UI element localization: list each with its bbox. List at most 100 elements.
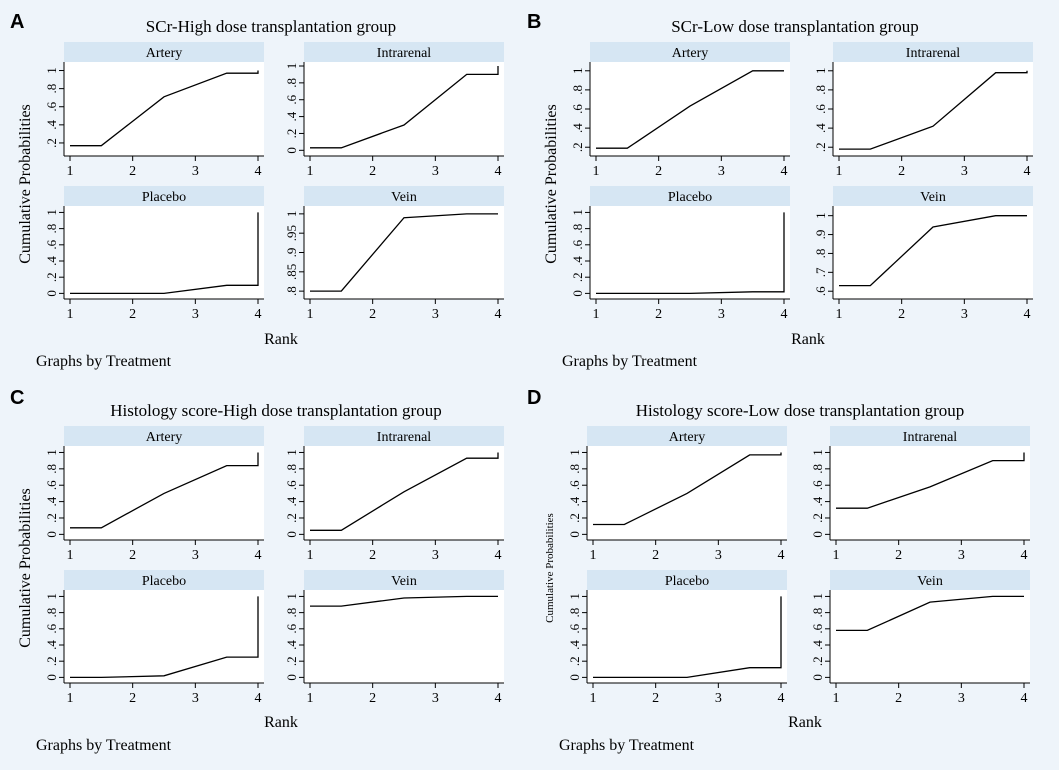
chart-title: Histology score-Low dose transplantation…: [636, 401, 965, 420]
series-line: [70, 452, 259, 529]
y-tick-label: .2: [567, 513, 582, 523]
y-tick-label: .4: [567, 496, 582, 506]
x-tick-label: 2: [369, 691, 376, 706]
x-tick-label: 1: [833, 548, 840, 563]
series-line: [593, 452, 782, 526]
subplot-title: Intrarenal: [377, 46, 432, 61]
series-line: [70, 212, 259, 295]
x-tick-label: 1: [67, 307, 74, 322]
y-tick-label: .4: [284, 111, 299, 121]
y-tick-label: .4: [44, 496, 59, 506]
series-line: [596, 70, 784, 149]
y-tick-label: .8: [567, 608, 582, 618]
plot-area: [64, 62, 264, 156]
y-tick-label: .6: [570, 104, 585, 114]
x-tick-label: 2: [898, 307, 905, 322]
series-line: [836, 595, 1024, 632]
subplot-strip: [64, 426, 264, 446]
subplot-title: Placebo: [668, 190, 712, 205]
y-tick-label: .2: [570, 142, 585, 152]
chart-title: Histology score-High dose transplantatio…: [110, 401, 441, 420]
y-tick-label: .2: [44, 513, 59, 523]
y-tick-label: .6: [44, 101, 59, 111]
y-tick-label: .6: [567, 480, 582, 490]
y-tick-label: .2: [284, 513, 299, 523]
subplot-strip: [833, 42, 1033, 62]
chart-title: SCr-High dose transplantation group: [146, 17, 396, 36]
x-tick-label: 4: [495, 164, 502, 179]
x-tick-label: 1: [836, 307, 843, 322]
x-tick-label: 1: [836, 164, 843, 179]
y-tick-label: 1: [813, 68, 828, 75]
x-tick-label: 2: [369, 307, 376, 322]
subplot-intrarenal: Intrarenal 1 2 3 4 0 .2 .4 .6 .8 1: [284, 42, 504, 179]
series-line: [839, 215, 1027, 287]
y-tick-label: .8: [813, 249, 828, 259]
y-axis-label: Cumulative Probabilities: [17, 488, 34, 648]
plot-area: [590, 62, 790, 156]
x-tick-label: 1: [307, 307, 314, 322]
y-tick-label: .4: [810, 496, 825, 506]
subplot-title: Vein: [917, 574, 943, 589]
y-tick-label: .95: [284, 225, 299, 241]
y-tick-label: .2: [810, 656, 825, 666]
subplot-strip: [304, 186, 504, 206]
y-tick-label: .2: [44, 138, 59, 148]
figure-letter: D: [527, 387, 541, 409]
subplot-strip: [64, 570, 264, 590]
y-tick-label: 1: [570, 68, 585, 75]
x-tick-label: 2: [655, 307, 662, 322]
x-axis-label: Rank: [791, 331, 825, 348]
chart-title: SCr-Low dose transplantation group: [671, 17, 919, 36]
x-tick-label: 3: [718, 307, 725, 322]
x-tick-label: 2: [129, 691, 136, 706]
series-line: [70, 70, 259, 147]
series-line: [70, 596, 259, 679]
plot-area: [590, 206, 790, 299]
y-tick-label: .8: [570, 224, 585, 234]
x-tick-label: 3: [432, 548, 439, 563]
x-tick-label: 2: [655, 164, 662, 179]
y-tick-label: .6: [44, 623, 59, 633]
subplot-strip: [587, 570, 787, 590]
y-tick-label: .8: [570, 85, 585, 95]
y-tick-label: .8: [44, 84, 59, 94]
y-tick-label: 0: [567, 674, 582, 681]
subplot-title: Vein: [920, 190, 946, 205]
plot-area: [587, 590, 787, 683]
subplot-strip: [830, 570, 1030, 590]
x-tick-label: 1: [67, 691, 74, 706]
y-tick-label: .4: [44, 119, 59, 129]
x-tick-label: 3: [958, 691, 965, 706]
subplot-strip: [587, 426, 787, 446]
y-tick-label: 0: [44, 290, 59, 297]
y-tick-label: 0: [567, 531, 582, 538]
y-tick-label: 1: [284, 593, 299, 600]
x-tick-label: 3: [715, 691, 722, 706]
y-tick-label: .6: [284, 623, 299, 633]
y-tick-label: 0: [284, 531, 299, 538]
y-tick-label: .4: [284, 640, 299, 650]
y-tick-label: .7: [813, 267, 828, 277]
subplot-title: Placebo: [142, 574, 186, 589]
y-tick-label: .4: [810, 640, 825, 650]
x-tick-label: 1: [593, 307, 600, 322]
graphs-by-note: Graphs by Treatment: [36, 353, 172, 370]
x-tick-label: 4: [1024, 164, 1031, 179]
subplot-artery: Artery 1 2 3 4 0 .2 .4 .6 .8 1: [44, 426, 264, 563]
plot-area: [304, 62, 504, 156]
x-tick-label: 2: [895, 691, 902, 706]
y-tick-label: 1: [284, 63, 299, 70]
x-tick-label: 2: [898, 164, 905, 179]
x-tick-label: 3: [192, 307, 199, 322]
subplot-strip: [304, 42, 504, 62]
series-line: [310, 452, 499, 531]
y-tick-label: .6: [284, 480, 299, 490]
x-axis-label: Rank: [264, 331, 298, 348]
subplot-strip: [830, 426, 1030, 446]
y-tick-label: .8: [567, 464, 582, 474]
x-tick-label: 4: [495, 307, 502, 322]
figure-panel-c: C Histology score-High dose transplantati…: [10, 387, 504, 754]
y-tick-label: 0: [810, 674, 825, 681]
y-tick-label: .8: [810, 464, 825, 474]
